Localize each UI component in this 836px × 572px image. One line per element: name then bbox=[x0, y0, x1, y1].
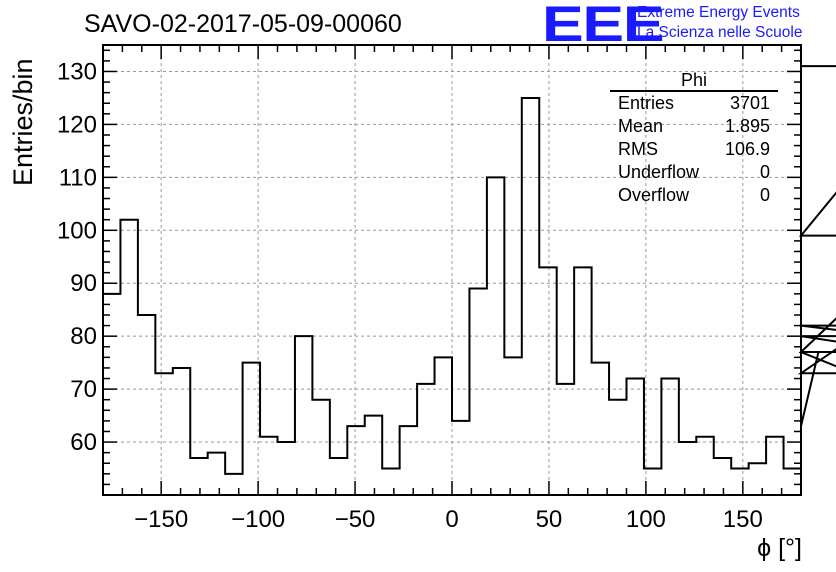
stats-label: Entries bbox=[618, 93, 675, 113]
run-title: SAVO-02-2017-05-09-00060 bbox=[84, 10, 402, 38]
stats-row-overflow: Overflow 0 bbox=[610, 184, 778, 207]
stats-row-entries: Entries 3701 bbox=[610, 92, 778, 115]
stats-title: Phi bbox=[610, 70, 778, 92]
x-tick-label: −50 bbox=[335, 506, 376, 533]
y-tick-label: 60 bbox=[70, 429, 97, 456]
stats-label: Overflow bbox=[618, 185, 690, 205]
y-tick-label: 80 bbox=[70, 323, 97, 350]
stats-row-rms: RMS 106.9 bbox=[610, 138, 778, 161]
stats-row-mean: Mean 1.895 bbox=[610, 115, 778, 138]
stats-value: 1.895 bbox=[724, 116, 770, 136]
y-tick-label: 120 bbox=[57, 111, 97, 138]
logo-line-2: La Scienza nelle Scuole bbox=[637, 24, 803, 41]
y-tick-label: 70 bbox=[70, 376, 97, 403]
x-tick-label: 100 bbox=[626, 506, 666, 533]
plot-frame bbox=[102, 44, 802, 496]
stats-label: Underflow bbox=[618, 162, 700, 182]
x-tick-label: −150 bbox=[134, 506, 188, 533]
stats-value: 3701 bbox=[729, 93, 770, 113]
stats-box: Phi Entries 3701 Mean 1.895 RMS 106.9 Un… bbox=[610, 70, 778, 207]
stats-value: 106.9 bbox=[724, 139, 770, 159]
x-tick-label: 50 bbox=[536, 506, 563, 533]
x-axis-label: ϕ [°] bbox=[757, 534, 802, 562]
x-tick-label: 0 bbox=[445, 506, 458, 533]
y-tick-label: 100 bbox=[57, 217, 97, 244]
stats-value: 0 bbox=[759, 162, 770, 182]
y-tick-label: 90 bbox=[70, 270, 97, 297]
stats-label: RMS bbox=[618, 139, 658, 159]
grid-lines bbox=[103, 45, 801, 495]
stats-value: 0 bbox=[759, 185, 770, 205]
x-tick-label: −100 bbox=[231, 506, 285, 533]
y-axis-label: Entries/bin bbox=[8, 58, 38, 186]
stats-label: Mean bbox=[618, 116, 664, 136]
stats-row-underflow: Underflow 0 bbox=[610, 161, 778, 184]
y-tick-label: 130 bbox=[57, 58, 97, 85]
tick-labels: −150 −100 −50 0 50 100 150 60 70 80 90 100 110 120 130 bbox=[57, 58, 763, 533]
eee-logo: EEE bbox=[542, 0, 665, 52]
x-tick-label: 150 bbox=[723, 506, 763, 533]
logo-line-1: Extreme Energy Events bbox=[637, 4, 800, 21]
y-tick-label: 110 bbox=[59, 164, 97, 191]
